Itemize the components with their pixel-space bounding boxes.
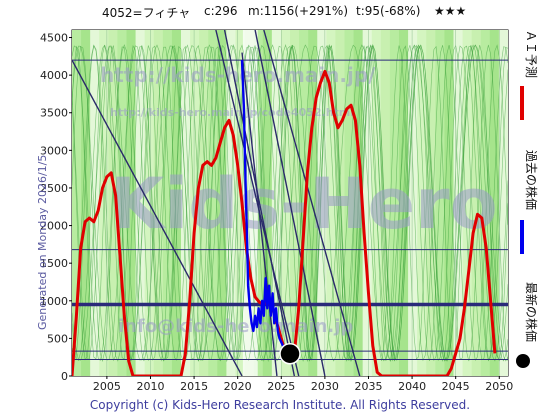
- background-band: [435, 30, 445, 376]
- series-lines: [72, 60, 497, 376]
- trend-line: [72, 59, 243, 376]
- background-band: [480, 30, 491, 376]
- background-band: [462, 30, 473, 376]
- green-wave-line: [72, 45, 508, 362]
- background-band: [271, 30, 282, 376]
- code-name: 4052=フィチャ: [102, 6, 191, 20]
- background-band: [126, 30, 137, 376]
- x-tick-label: 2045: [442, 380, 470, 393]
- trend-line: [241, 52, 278, 376]
- copyright: Copyright (c) Kids-Hero Research Institu…: [89, 398, 471, 412]
- background-band: [353, 30, 364, 376]
- x-tick-label: 2015: [180, 380, 208, 393]
- background-band: [362, 30, 373, 376]
- green-wave-line: [72, 44, 508, 363]
- watermark-url: http://kids-hero.main.jp/: [100, 63, 376, 87]
- y-tick-label: 2000: [40, 220, 68, 233]
- x-tick-label: 2040: [398, 380, 426, 393]
- trend-line: [263, 30, 361, 376]
- background-band: [135, 30, 146, 376]
- x-tick-label: 2020: [224, 380, 252, 393]
- background-band: [308, 30, 318, 376]
- green-wave-line: [72, 44, 508, 362]
- watermark-url-code: http://kids-hero.main.jp/code4052.html: [110, 106, 354, 119]
- legend-swatch-past: [520, 220, 524, 254]
- background-band: [344, 30, 355, 376]
- trend-line: [254, 30, 326, 376]
- latest-price-marker: [279, 342, 301, 365]
- background-band: [417, 30, 427, 376]
- legend-label-past: 過去の株価: [524, 150, 538, 211]
- background-band: [489, 30, 500, 376]
- legend-swatch-latest: [516, 354, 530, 368]
- background-band: [389, 30, 400, 376]
- y-tick-label: 4000: [40, 69, 68, 82]
- max-price: m:1156(+291%): [248, 4, 348, 18]
- background-band: [199, 30, 209, 376]
- background-band: [280, 30, 291, 376]
- green-wave-line: [72, 44, 508, 363]
- background-band: [453, 30, 464, 376]
- background-band: [226, 30, 236, 376]
- background-band: [171, 30, 182, 376]
- background-band: [262, 30, 273, 376]
- background-band: [72, 30, 82, 376]
- x-tick-label: 2035: [354, 380, 382, 393]
- generated-date: Generated on Monday 2026/1/5.: [36, 151, 49, 330]
- current-price: c:296: [204, 4, 238, 18]
- background-band: [317, 30, 327, 376]
- y-tick-label: 500: [47, 332, 68, 345]
- background-band: [235, 30, 246, 376]
- y-tick-label: 1500: [40, 257, 68, 270]
- y-tick-label: 3000: [40, 144, 68, 157]
- trend-line: [223, 30, 296, 376]
- x-tick-label: 2030: [311, 380, 339, 393]
- watermark-email: info@kids-hero.main.jp: [118, 316, 353, 337]
- background-band: [208, 30, 218, 376]
- background-band: [471, 30, 482, 376]
- tick-labels: 0 500 1000 1500 2000 2500 3000 3500 4000 4500 2005…: [40, 32, 513, 393]
- y-tick-label: 4500: [40, 32, 68, 45]
- background-band: [444, 30, 454, 376]
- x-tick-label: 2005: [93, 380, 121, 393]
- past-price-line: [240, 60, 291, 355]
- trend-line: [215, 30, 300, 376]
- y-tick-label: 3500: [40, 107, 68, 120]
- x-tick-label: 2050: [485, 380, 513, 393]
- background-band: [108, 30, 118, 376]
- star-rating: ★★★: [434, 4, 467, 18]
- background-band: [399, 30, 409, 376]
- background-band: [290, 30, 300, 376]
- background-band: [153, 30, 164, 376]
- latest-marker: [279, 342, 301, 365]
- green-wave-line: [72, 44, 508, 362]
- background-band: [162, 30, 173, 376]
- y-tick-label: 2500: [40, 182, 68, 195]
- horizontal-lines: [72, 59, 508, 360]
- background-band: [408, 30, 418, 376]
- legend-swatch-ai: [520, 86, 524, 120]
- x-tick-label: 2010: [136, 380, 164, 393]
- background-band: [380, 30, 391, 376]
- trend-lines: [72, 30, 361, 376]
- x-tick-label: 2025: [267, 380, 295, 393]
- y-tick-label: 0: [61, 370, 68, 383]
- legend-label-ai: ＡＩ予測: [524, 30, 538, 79]
- background-band: [498, 30, 508, 376]
- legend-label-latest: 最新の株価: [524, 282, 538, 343]
- background-band: [299, 30, 309, 376]
- background-band: [326, 30, 336, 376]
- background-band: [190, 30, 200, 376]
- target-price: t:95(-68%): [356, 4, 421, 18]
- y-tick-label: 1000: [40, 295, 68, 308]
